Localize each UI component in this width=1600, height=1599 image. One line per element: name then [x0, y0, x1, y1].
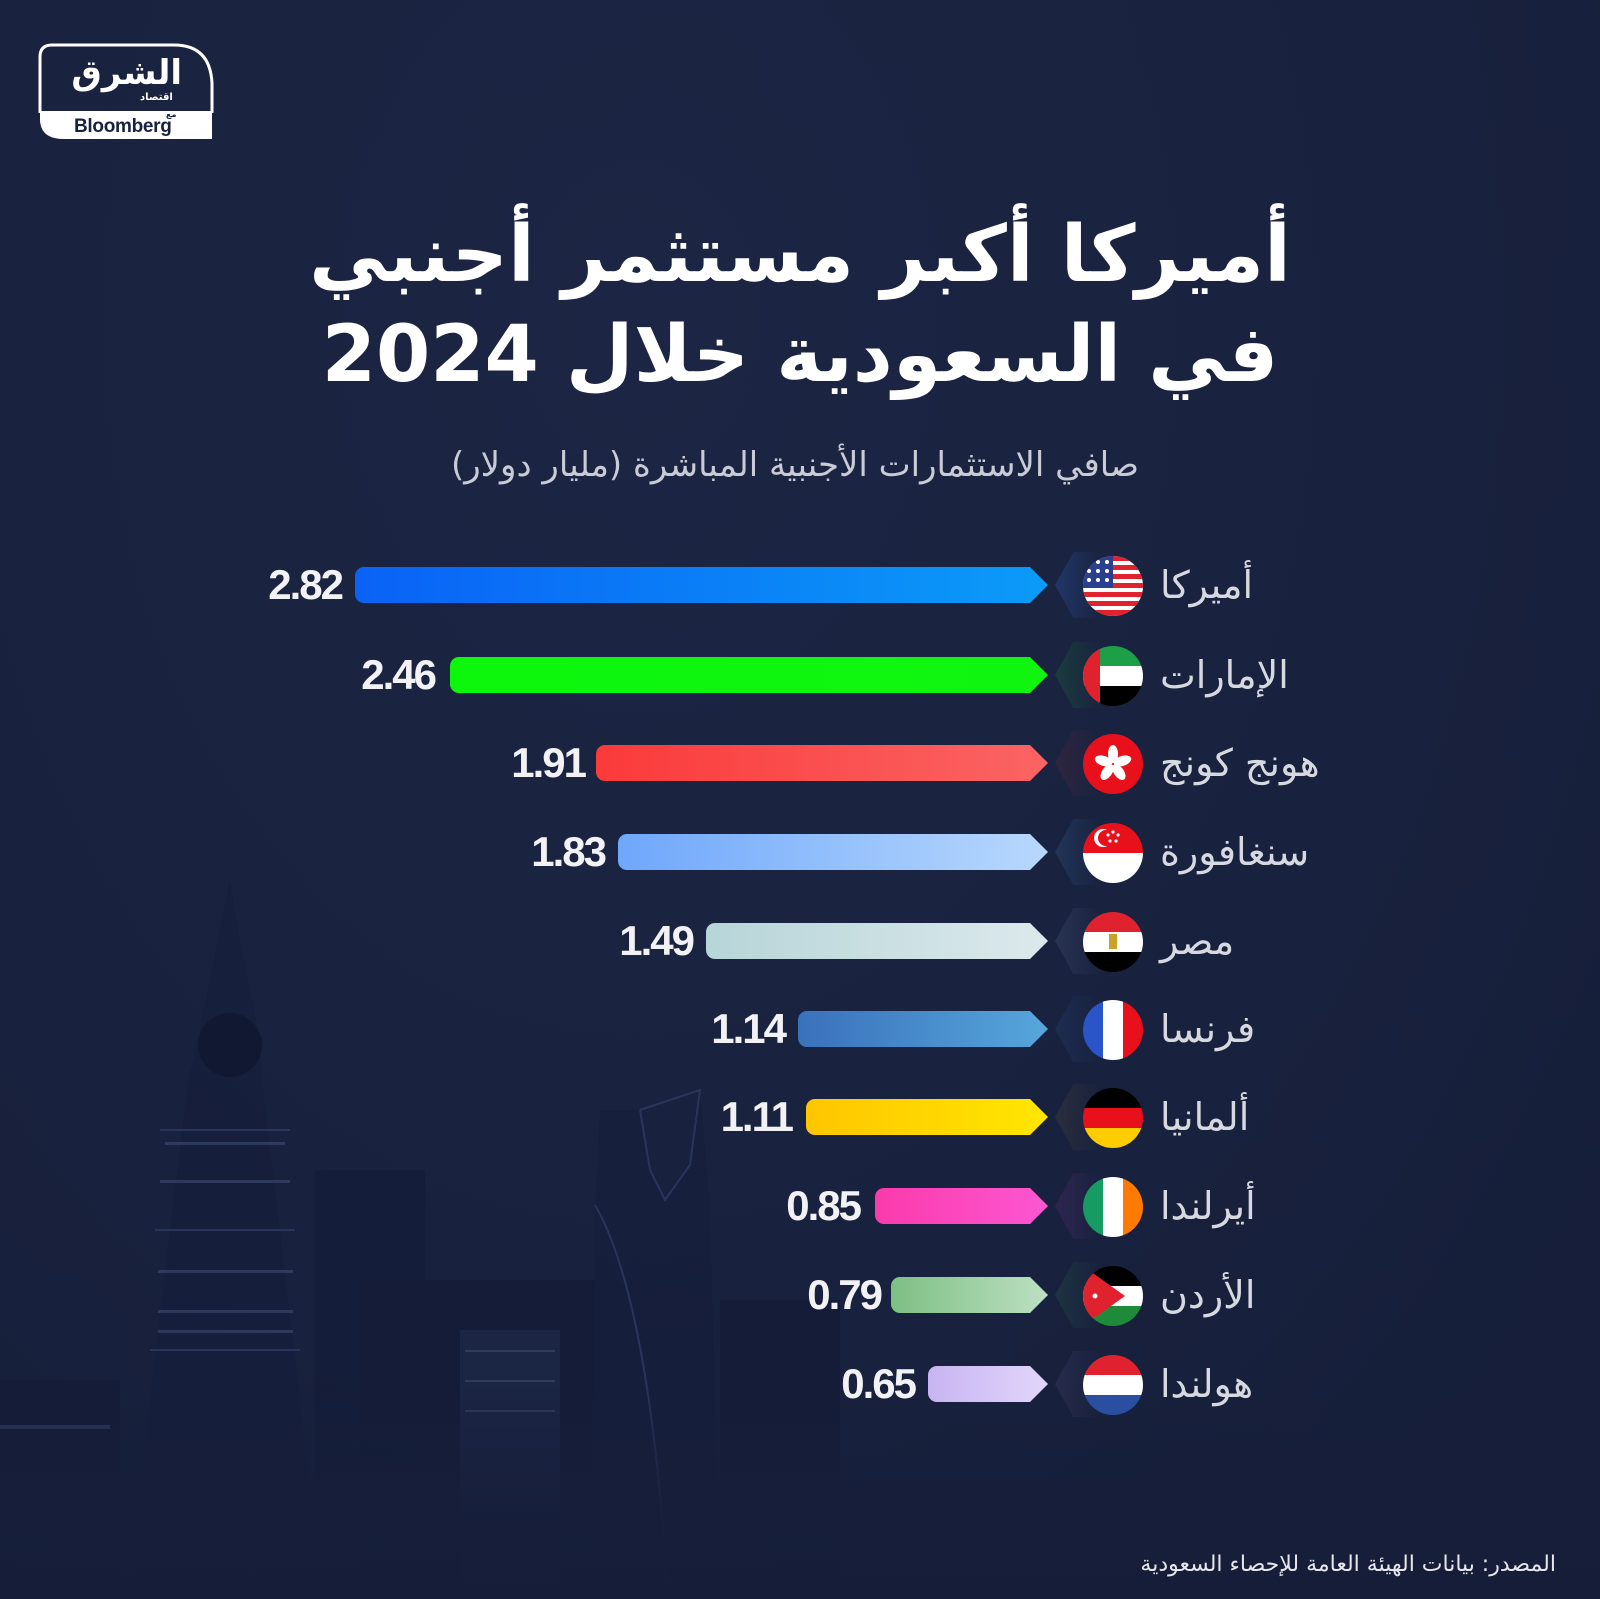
- logo-frame-icon: [38, 43, 214, 139]
- value-label: 1.91: [511, 739, 587, 786]
- title-line-1: أميركا أكبر مستثمر أجنبي: [309, 210, 1292, 300]
- logo-with: مع: [166, 110, 177, 119]
- value-label: 0.65: [841, 1360, 917, 1407]
- country-label: هونج كونج: [1160, 741, 1320, 785]
- country-label: ألمانيا: [1160, 1095, 1250, 1139]
- chart-row: 1.11 ألمانيا: [0, 1072, 1600, 1162]
- chart-subtitle: صافي الاستثمارات الأجنبية المباشرة (مليا…: [450, 445, 1139, 485]
- bar: [928, 1366, 1048, 1402]
- country-label: الإمارات: [1160, 653, 1289, 697]
- country-label: أميركا: [1160, 563, 1254, 607]
- usa-flag-icon: [1083, 556, 1143, 616]
- bar: [450, 657, 1048, 693]
- value-label: 1.14: [711, 1005, 787, 1052]
- germany-flag-icon: [1083, 1088, 1143, 1148]
- chart-row: 1.83 سنغافورة: [0, 807, 1600, 897]
- chart-row: 1.49 مصر: [0, 896, 1600, 986]
- title-line-2: في السعودية خلال 2024: [321, 310, 1280, 400]
- value-label: 0.79: [807, 1271, 883, 1318]
- chart-row: 1.91 هونج كونج: [0, 718, 1600, 808]
- value-label: 0.85: [786, 1182, 862, 1229]
- chart-row: 1.14 فرنسا: [0, 984, 1600, 1074]
- bar: [875, 1188, 1048, 1224]
- bar: [706, 923, 1048, 959]
- hong-kong-flag-icon: [1083, 734, 1143, 794]
- bar: [798, 1011, 1048, 1047]
- ireland-flag-icon: [1083, 1177, 1143, 1237]
- chart-row: 0.85 أيرلندا: [0, 1161, 1600, 1251]
- bar: [618, 834, 1048, 870]
- value-label: 1.11: [720, 1093, 794, 1140]
- chart-row: 2.46 الإمارات: [0, 630, 1600, 720]
- country-label: سنغافورة: [1160, 830, 1310, 874]
- singapore-flag-icon: [1083, 823, 1143, 883]
- logo-arabic-name: الشرق: [71, 53, 183, 93]
- netherlands-flag-icon: [1083, 1355, 1143, 1415]
- bar: [806, 1099, 1048, 1135]
- value-label: 1.49: [619, 917, 695, 964]
- value-label: 2.46: [361, 651, 437, 698]
- value-label: 2.82: [268, 561, 344, 608]
- country-label: هولندا: [1160, 1362, 1254, 1406]
- chart-title: أميركا أكبر مستثمر أجنبي في السعودية خلا…: [150, 205, 1450, 405]
- country-label: أيرلندا: [1160, 1184, 1256, 1228]
- logo-partner: Bloomberg: [74, 116, 172, 137]
- source-note: المصدر: بيانات الهيئة العامة للإحصاء الس…: [1140, 1552, 1556, 1577]
- egypt-flag-icon: [1083, 912, 1143, 972]
- country-label: فرنسا: [1160, 1007, 1256, 1051]
- bar: [596, 745, 1048, 781]
- country-label: مصر: [1160, 919, 1235, 963]
- jordan-flag-icon: [1083, 1266, 1143, 1326]
- uae-flag-icon: [1083, 646, 1143, 706]
- value-label: 1.83: [531, 828, 607, 875]
- france-flag-icon: [1083, 1000, 1143, 1060]
- bar: [891, 1277, 1048, 1313]
- chart-row: 0.79 الأردن: [0, 1250, 1600, 1340]
- country-label: الأردن: [1160, 1273, 1256, 1317]
- bottom-fade: [0, 1380, 1600, 1599]
- logo-arabic-sub: اقتصاد: [140, 92, 173, 103]
- bar: [355, 567, 1048, 603]
- chart-row: 0.65 هولندا: [0, 1339, 1600, 1429]
- chart-row: 2.82 أميركا: [0, 540, 1600, 630]
